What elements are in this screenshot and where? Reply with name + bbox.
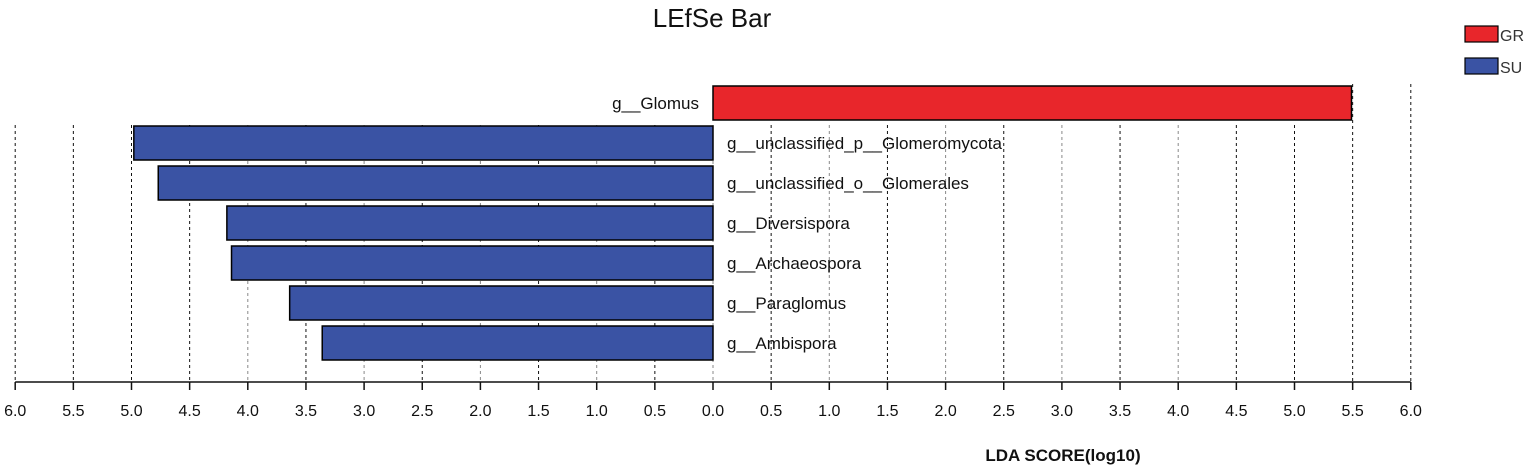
x-tick-label: 2.0 — [469, 403, 491, 420]
x-tick-label: 6.0 — [4, 403, 26, 420]
x-tick-label: 5.5 — [1342, 403, 1364, 420]
x-tick-label: 3.5 — [295, 403, 317, 420]
legend-label-su: SU — [1500, 60, 1522, 77]
x-tick-label: 5.0 — [120, 403, 142, 420]
bar-labels: g__Glomus g__unclassified_p__Glomeromycot… — [612, 94, 1002, 353]
bar-g-diversispora — [226, 205, 714, 241]
x-axis-label: LDA SCORE(log10) — [985, 446, 1140, 465]
x-axis: 6.0 5.5 5.0 4.5 4.0 3.5 3.0 2.5 2.0 1.5 1.0 0.5 0.0 0… — [4, 381, 1422, 420]
bar-label: g__Diversispora — [727, 214, 850, 233]
x-tick-label: 2.0 — [934, 403, 956, 420]
bar-label: g__Glomus — [612, 94, 699, 113]
bar-label: g__Ambispora — [727, 334, 837, 353]
x-tick-label: 2.5 — [993, 403, 1015, 420]
x-tick-label: 1.5 — [527, 403, 549, 420]
chart-title: LEfSe Bar — [653, 3, 772, 33]
x-tick-label: 2.5 — [411, 403, 433, 420]
x-tick-label: 6.0 — [1400, 403, 1422, 420]
x-tick-label: 0.0 — [702, 403, 724, 420]
bar-g-paraglomus — [288, 285, 714, 321]
legend: GR SU — [1464, 25, 1524, 77]
x-tick-label: 5.5 — [62, 403, 84, 420]
legend-swatch-su — [1464, 57, 1499, 75]
bar-g-archaeospora — [230, 245, 714, 281]
bar-g-unclassified-p-glomeromycota — [133, 125, 714, 161]
bar-label: g__Archaeospora — [727, 254, 862, 273]
x-tick-label: 4.0 — [1167, 403, 1189, 420]
x-tick-label: 1.5 — [876, 403, 898, 420]
x-tick-label: 3.0 — [1051, 403, 1073, 420]
bar-label: g__Paraglomus — [727, 294, 846, 313]
x-tick-label: 1.0 — [586, 403, 608, 420]
bar-g-ambispora — [321, 325, 714, 361]
x-tick-label: 3.5 — [1109, 403, 1131, 420]
x-tick-label: 4.0 — [237, 403, 259, 420]
x-tick-label: 4.5 — [1225, 403, 1247, 420]
bar-label: g__unclassified_o__Glomerales — [727, 174, 969, 193]
bar-g-glomus — [712, 85, 1353, 121]
bar-label: g__unclassified_p__Glomeromycota — [727, 134, 1003, 153]
x-tick-label: 5.0 — [1283, 403, 1305, 420]
x-tick-label: 3.0 — [353, 403, 375, 420]
legend-label-gr: GR — [1500, 28, 1524, 45]
bar-g-unclassified-o-glomerales — [157, 165, 714, 201]
x-tick-label: 4.5 — [179, 403, 201, 420]
x-tick-label: 0.5 — [760, 403, 782, 420]
x-tick-label: 0.5 — [644, 403, 666, 420]
legend-swatch-gr — [1464, 25, 1499, 43]
x-tick-label: 1.0 — [818, 403, 840, 420]
bars — [133, 85, 1353, 361]
